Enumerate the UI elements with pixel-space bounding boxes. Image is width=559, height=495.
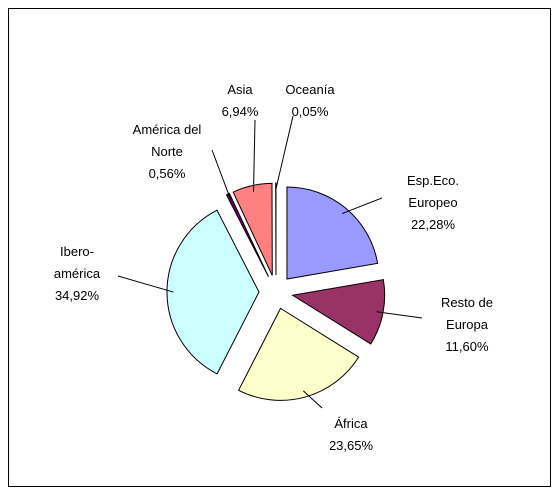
category-label: Asia [227, 82, 253, 97]
data-label: Resto de Europa 11,60% [427, 292, 507, 358]
category-label: Oceanía [285, 82, 335, 97]
leader-line [117, 275, 174, 293]
category-label: Ibero-américa [53, 244, 101, 281]
pie-slice [232, 182, 273, 276]
chart-frame [8, 8, 551, 487]
pie-slice [225, 192, 269, 277]
data-label: Ibero-américa 34,92% [46, 241, 108, 307]
pie-slice [237, 307, 360, 401]
leader-line [253, 119, 256, 192]
value-label: 34,92% [54, 288, 100, 303]
category-label: Resto de Europa [440, 295, 494, 332]
leader-line [303, 390, 323, 409]
leader-line [211, 149, 232, 201]
leader-line [341, 197, 383, 215]
value-label: 22,28% [410, 217, 456, 232]
category-label: Esp.Eco. Europeo [406, 173, 460, 210]
data-label: Esp.Eco. Europeo 22,28% [388, 170, 478, 236]
value-label: 0,56% [148, 166, 186, 181]
pie-slice [286, 186, 379, 280]
data-label: Oceanía 0,05% [275, 79, 345, 123]
value-label: 11,60% [445, 339, 489, 354]
value-label: 0,05% [291, 104, 329, 119]
leader-line [376, 311, 423, 319]
data-label: África 23,65% [316, 413, 386, 457]
pie-slice [166, 209, 260, 375]
leader-line [275, 115, 294, 190]
value-label: 6,94% [221, 104, 259, 119]
category-label: América del Norte [132, 122, 202, 159]
category-label: África [334, 416, 368, 431]
data-label: América del Norte 0,56% [121, 119, 213, 185]
data-label: Asia 6,94% [210, 79, 270, 123]
value-label: 23,65% [328, 438, 374, 453]
